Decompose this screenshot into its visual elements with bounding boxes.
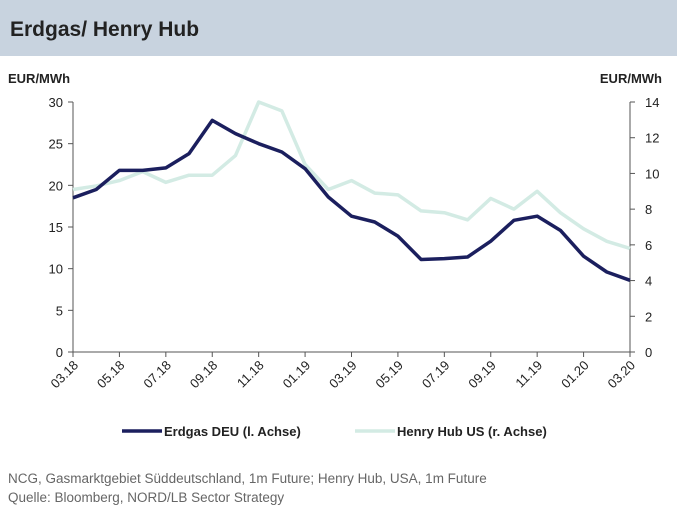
- y-tick-label: 25: [49, 137, 63, 152]
- legend-label: Henry Hub US (r. Achse): [397, 424, 547, 439]
- y2-tick-label: 2: [645, 309, 652, 324]
- y2-tick-label: 12: [645, 131, 659, 146]
- title-bar: [0, 0, 677, 56]
- y-tick-label: 5: [56, 303, 63, 318]
- x-tick-label: 05.19: [372, 358, 406, 392]
- x-tick-label: 01.19: [280, 358, 314, 392]
- y-tick-label: 15: [49, 220, 63, 235]
- y2-axis-label: EUR/MWh: [600, 71, 662, 86]
- x-tick-label: 03.18: [48, 358, 82, 392]
- series-line: [72, 118, 631, 282]
- y-tick-label: 10: [49, 262, 63, 277]
- x-tick-label: 01.20: [558, 358, 592, 392]
- x-tick-label: 05.18: [94, 358, 128, 392]
- series-line: [72, 100, 631, 251]
- x-tick-label: 03.20: [605, 358, 639, 392]
- chart-title: Erdgas/ Henry Hub: [10, 18, 199, 41]
- y-tick-label: 30: [49, 95, 63, 110]
- y-tick-label: 0: [56, 345, 63, 360]
- y2-tick-label: 8: [645, 202, 652, 217]
- x-tick-label: 07.19: [419, 358, 453, 392]
- legend-label: Erdgas DEU (l. Achse): [164, 424, 301, 439]
- y2-tick-label: 4: [645, 274, 652, 289]
- y2-tick-label: 10: [645, 166, 659, 181]
- y2-tick-label: 14: [645, 95, 659, 110]
- y2-tick-label: 0: [645, 345, 652, 360]
- y-axis-label: EUR/MWh: [8, 71, 70, 86]
- y-tick-label: 20: [49, 178, 63, 193]
- x-tick-label: 11.18: [234, 358, 267, 391]
- x-tick-label: 11.19: [512, 358, 545, 391]
- footnote: NCG, Gasmarktgebiet Süddeutschland, 1m F…: [8, 471, 487, 486]
- x-tick-label: 09.19: [465, 358, 499, 392]
- x-tick-label: 03.19: [326, 358, 360, 392]
- y2-tick-label: 6: [645, 238, 652, 253]
- footnote: Quelle: Bloomberg, NORD/LB Sector Strate…: [8, 490, 284, 505]
- x-tick-label: 09.18: [187, 358, 221, 392]
- x-tick-label: 07.18: [140, 358, 174, 392]
